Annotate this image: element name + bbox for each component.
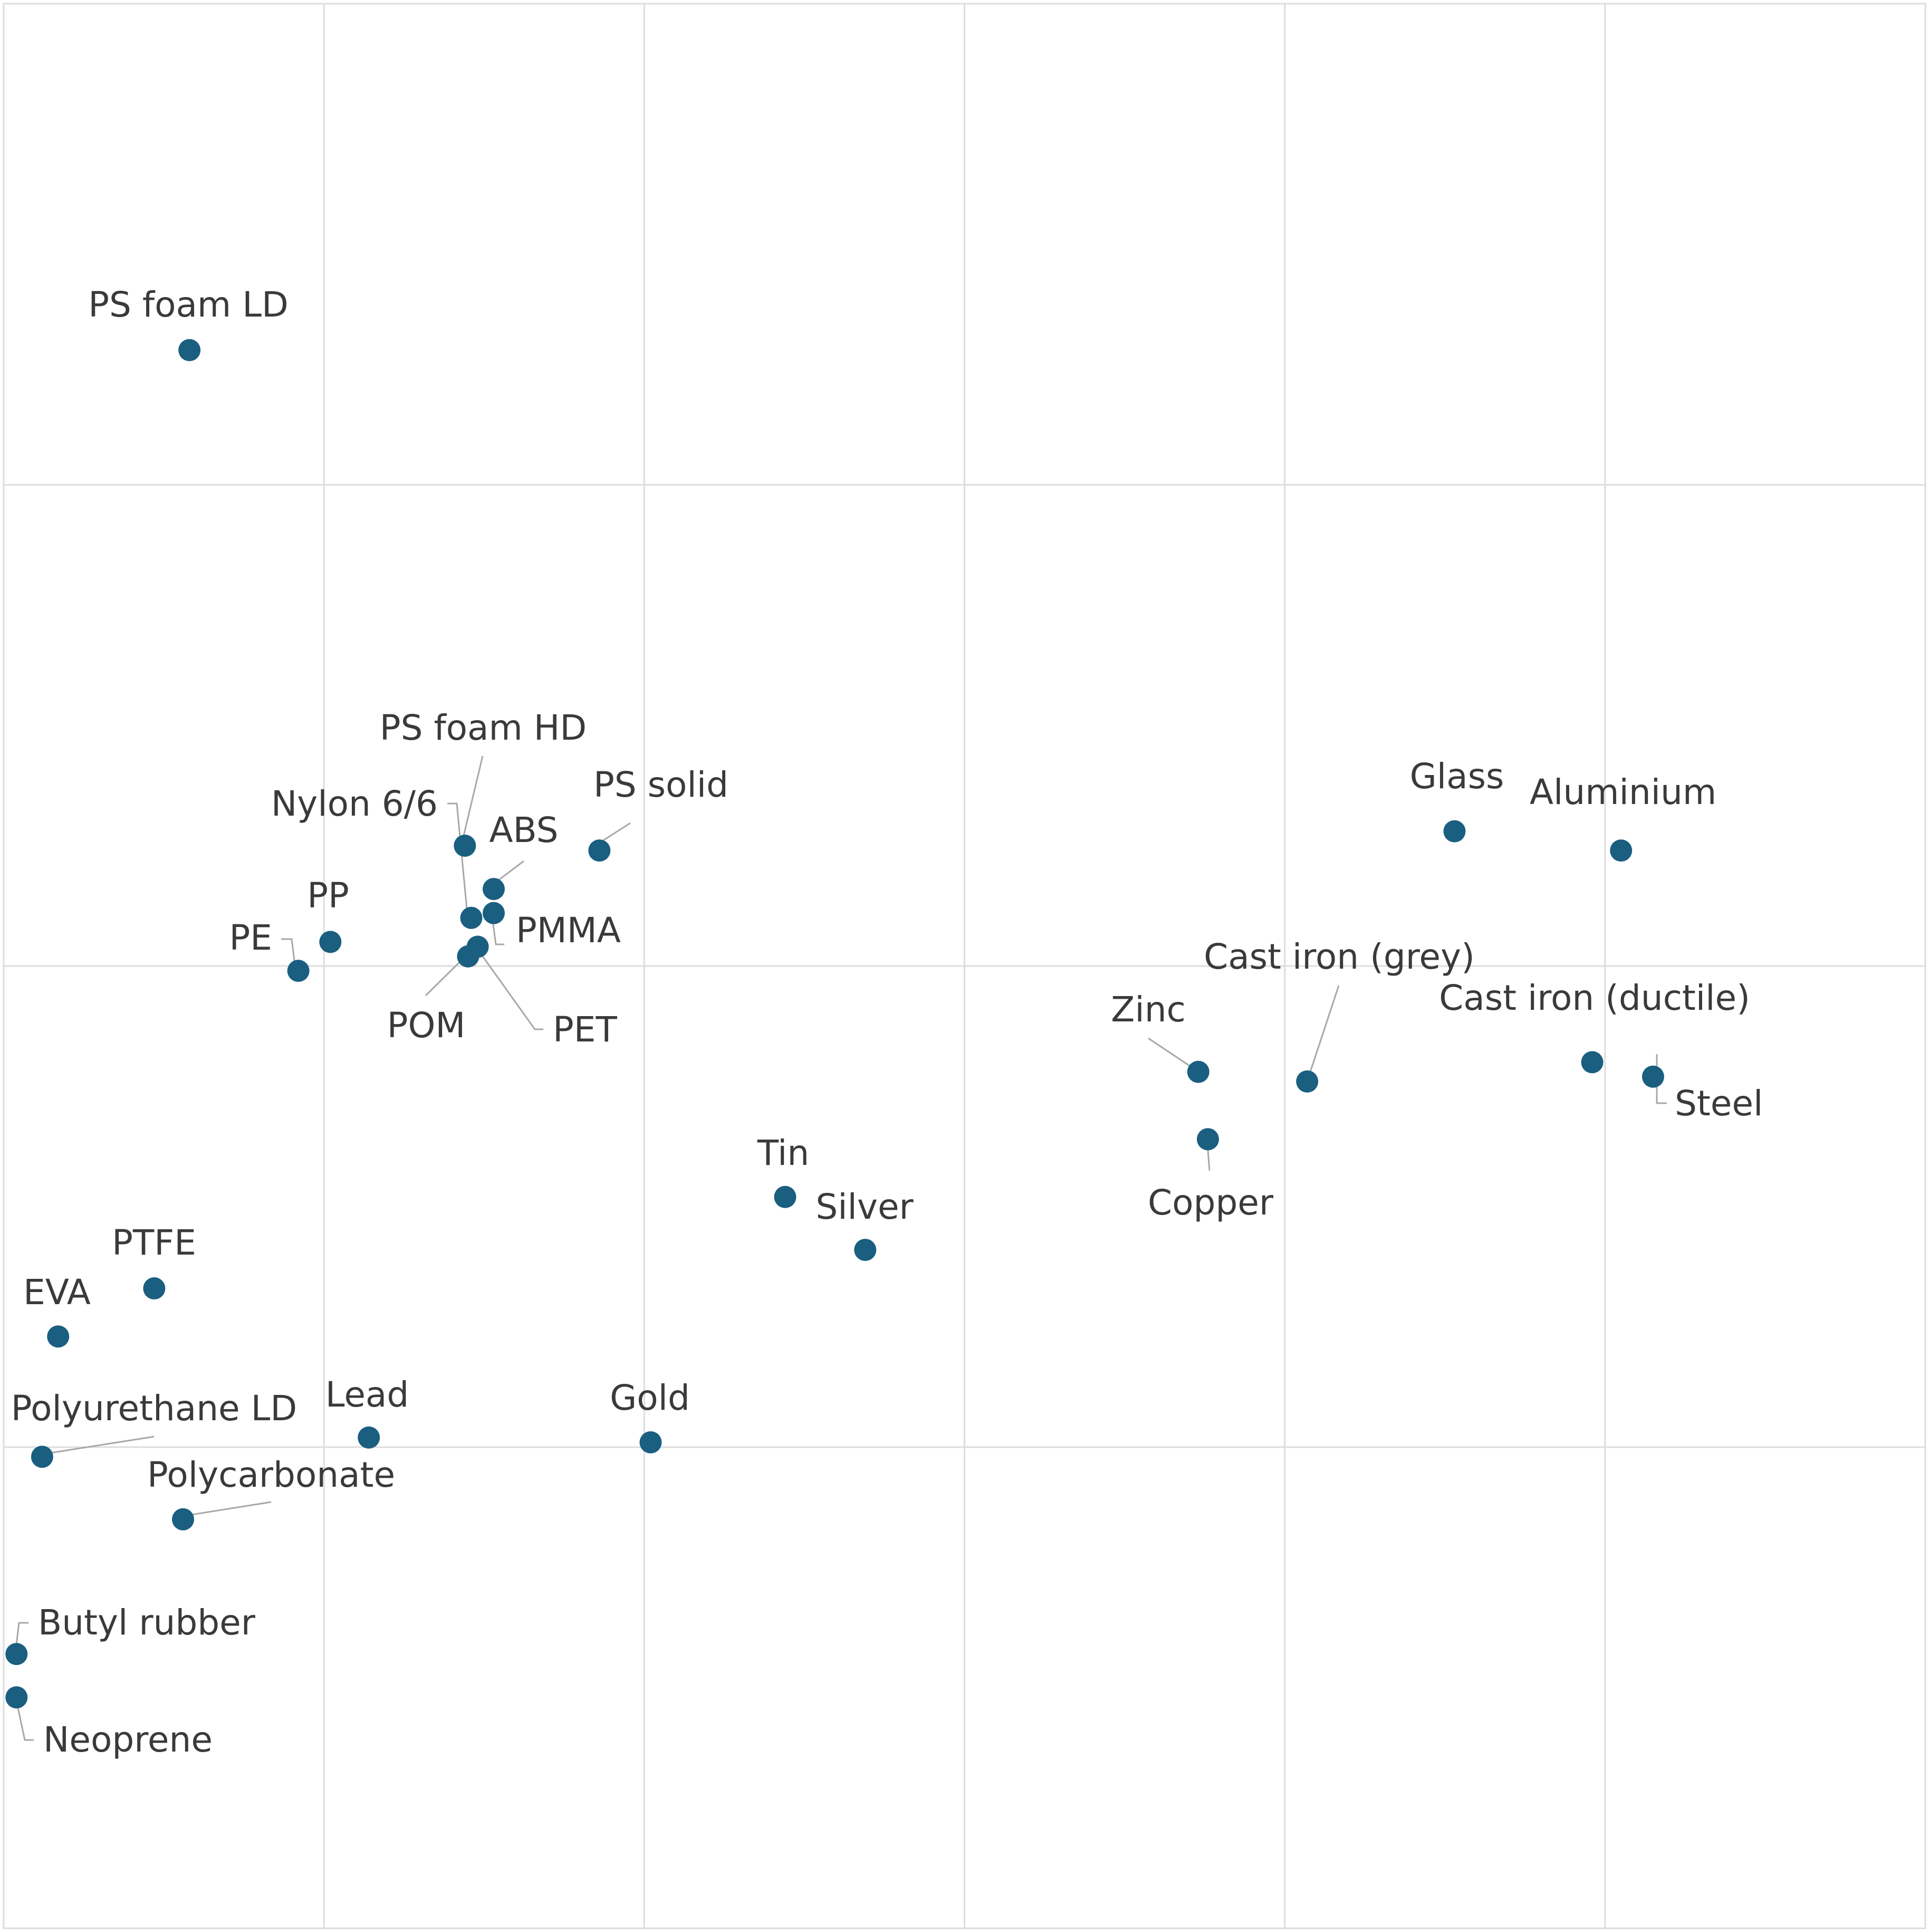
grid xyxy=(3,3,1926,1929)
point-label-cast-iron-ductile: Cast iron (ductile) xyxy=(1439,978,1750,1018)
point-label-ps-solid: PS solid xyxy=(593,764,728,805)
leader-line-polyurethane-ld xyxy=(40,1436,155,1456)
point-ps-foam-ld xyxy=(178,339,201,361)
leader-line-pet xyxy=(474,945,543,1030)
point-eva xyxy=(47,1325,70,1348)
point-pet xyxy=(466,935,489,958)
point-steel xyxy=(1642,1065,1664,1088)
point-labels: PS foam LD PS foam HD Nylon 6/6 ABS PMMA PS s… xyxy=(11,284,1763,1760)
point-lead xyxy=(358,1426,380,1449)
point-pmma xyxy=(482,902,505,924)
point-label-neoprene: Neoprene xyxy=(43,1719,213,1760)
point-label-ps-foam-ld: PS foam LD xyxy=(88,284,289,325)
point-label-ps-foam-hd: PS foam HD xyxy=(380,707,587,748)
data-points xyxy=(5,339,1664,1709)
point-butyl-rubber xyxy=(5,1643,28,1666)
leader-line-ps-solid xyxy=(598,822,631,845)
point-label-lead: Lead xyxy=(325,1374,409,1415)
point-tin xyxy=(774,1185,796,1208)
point-label-pmma: PMMA xyxy=(516,910,621,951)
point-cast-iron-grey xyxy=(1296,1070,1319,1093)
point-nylon-6-6 xyxy=(460,906,483,929)
point-ps-solid xyxy=(588,839,611,862)
point-label-steel: Steel xyxy=(1675,1083,1763,1124)
point-label-copper: Copper xyxy=(1148,1182,1274,1223)
point-neoprene xyxy=(5,1686,28,1709)
point-label-polyurethane-ld: Polyurethane LD xyxy=(11,1388,297,1429)
point-label-glass: Glass xyxy=(1410,756,1504,797)
point-label-butyl-rubber: Butyl rubber xyxy=(38,1602,256,1643)
point-label-aluminium: Aluminium xyxy=(1530,772,1716,812)
point-zinc xyxy=(1187,1060,1210,1083)
point-label-eva: EVA xyxy=(23,1272,91,1313)
point-silver xyxy=(854,1239,877,1261)
point-pe xyxy=(287,960,310,982)
point-label-nylon-6-6: Nylon 6/6 xyxy=(271,783,438,824)
point-aluminium xyxy=(1610,839,1633,862)
point-cast-iron-ductile xyxy=(1581,1051,1604,1074)
point-label-gold: Gold xyxy=(610,1378,690,1418)
point-polyurethane-ld xyxy=(31,1446,53,1468)
point-label-pp: PP xyxy=(307,875,349,916)
point-label-pom: POM xyxy=(387,1005,466,1046)
point-pp xyxy=(319,931,342,953)
point-ps-foam-hd xyxy=(454,835,476,857)
point-abs xyxy=(482,878,505,901)
point-label-zinc: Zinc xyxy=(1111,989,1186,1030)
point-gold xyxy=(639,1431,662,1453)
leader-line-ps-foam-hd xyxy=(462,755,484,838)
point-label-tin: Tin xyxy=(757,1133,809,1173)
point-ptfe xyxy=(143,1277,166,1300)
point-label-ptfe: PTFE xyxy=(112,1222,196,1263)
leader-line-cast-iron-grey xyxy=(1306,985,1340,1082)
point-label-abs: ABS xyxy=(489,810,558,850)
point-copper xyxy=(1196,1128,1219,1151)
point-label-pet: PET xyxy=(553,1009,618,1050)
leader-line-neoprene xyxy=(14,1695,34,1741)
point-label-pe: PE xyxy=(229,917,272,958)
leader-line-pom xyxy=(425,957,465,997)
leader-line-polycarbonate xyxy=(181,1501,272,1517)
point-glass xyxy=(1443,820,1466,843)
leader-line-nylon-6-6 xyxy=(447,802,468,915)
leader-lines xyxy=(14,755,1667,1741)
point-label-cast-iron-grey: Cast iron (grey) xyxy=(1204,936,1475,977)
point-label-polycarbonate: Polycarbonate xyxy=(147,1455,395,1495)
point-label-silver: Silver xyxy=(815,1187,914,1227)
point-polycarbonate xyxy=(172,1508,195,1531)
